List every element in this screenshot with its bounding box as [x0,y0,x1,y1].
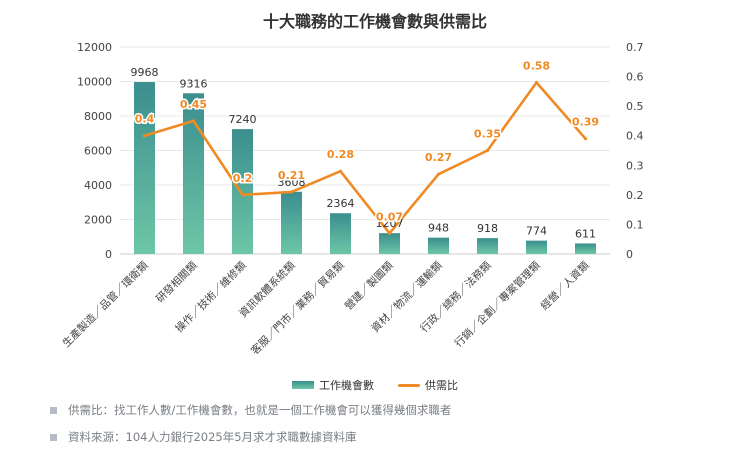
bar[interactable] [575,243,596,254]
y-right-tick-label: 0.6 [626,71,644,84]
x-tick-label: 行銷／企劃／專案管理類 [452,259,543,350]
line-point[interactable] [338,169,343,173]
x-tick-label: 營建／製圖類 [342,259,396,313]
line-value-label: 0.07 [376,210,403,223]
line-point[interactable] [240,193,245,197]
bar-value-label: 1207 [376,217,404,230]
bar-value-label: 7240 [229,113,257,126]
bar[interactable] [134,82,155,254]
note-source: 資料來源：104人力銀行2025年5月求才求職數據資料庫 [50,429,357,445]
note-source-text: 資料來源：104人力銀行2025年5月求才求職數據資料庫 [68,430,357,444]
y-left-tick-label: 10000 [77,76,112,89]
bar[interactable] [526,240,547,254]
line-point[interactable] [534,80,539,85]
chart-title: 十大職務的工作機會數與供需比 [262,12,487,31]
bar[interactable] [330,213,351,254]
y-left-tick-label: 8000 [84,110,112,123]
line-point[interactable] [583,137,588,141]
line-point[interactable] [191,119,196,123]
y-left-tick-label: 12000 [77,41,112,54]
y-right-tick-label: 0 [626,248,633,261]
note-bullet-icon [50,406,57,414]
line-point[interactable] [387,231,392,235]
x-tick-label: 生產製造／品管／環衛類 [60,259,151,350]
chart-legend: 工作機會數 供需比 [0,377,750,393]
y-right-tick-label: 0.1 [626,218,644,231]
bar-value-label: 9316 [180,77,208,90]
line-point[interactable] [436,172,441,176]
bar[interactable] [379,233,400,254]
note-bullet-icon [50,433,57,441]
bar-value-label: 918 [477,222,498,235]
bar[interactable] [183,93,204,254]
y-right-tick-label: 0.2 [626,189,644,202]
x-tick-label: 客服／門市／業務／貿易類 [248,259,347,358]
line-value-label: 0.2 [233,172,253,185]
y-right-tick-label: 0.3 [626,159,644,172]
legend-line-label: 供需比 [425,379,458,392]
y-right-tick-label: 0.7 [626,41,644,54]
supply-demand-line [143,81,587,235]
line-point[interactable] [142,134,147,138]
note-definition-text: 供需比：找工作人數/工作機會數，也就是一個工作機會可以獲得幾個求職者 [68,403,452,417]
bar-value-label: 948 [428,222,449,235]
line-point[interactable] [289,190,294,194]
line-value-label: 0.35 [474,128,501,141]
y-left-tick-label: 0 [105,248,112,261]
bar-value-label: 3608 [278,176,306,189]
bar-value-label: 2364 [327,197,355,210]
bar[interactable] [232,129,253,254]
bar-value-label: 611 [575,227,596,240]
y-left-tick-label: 2000 [84,214,112,227]
bar[interactable] [477,238,498,254]
bar-value-label: 774 [526,225,547,238]
legend-item-bars[interactable]: 工作機會數 [292,377,374,393]
line-value-label: 0.39 [572,116,599,129]
bar[interactable] [281,191,302,254]
y-right-tick-label: 0.5 [626,100,644,113]
bar[interactable] [428,237,449,254]
legend-bar-label: 工作機會數 [319,379,374,392]
bar-value-label: 9968 [131,66,159,79]
line-point[interactable] [485,148,490,153]
legend-line-swatch [398,383,420,387]
y-right-tick-label: 0.4 [626,130,644,143]
legend-bar-swatch [292,381,314,389]
legend-item-line[interactable]: 供需比 [398,377,458,393]
line-value-label: 0.58 [523,59,550,72]
line-value-label: 0.27 [425,151,452,164]
line-value-label: 0.28 [327,148,354,161]
line-value-label: 0.21 [278,169,305,182]
note-definition: 供需比：找工作人數/工作機會數，也就是一個工作機會可以獲得幾個求職者 [50,402,451,418]
line-value-label: 0.45 [180,98,207,111]
line-value-label: 0.4 [135,113,155,126]
x-tick-label: 經營／人資類 [538,259,592,313]
y-left-tick-label: 4000 [84,179,112,192]
y-left-tick-label: 6000 [84,145,112,158]
x-tick-label: 研發相關類 [153,259,200,306]
